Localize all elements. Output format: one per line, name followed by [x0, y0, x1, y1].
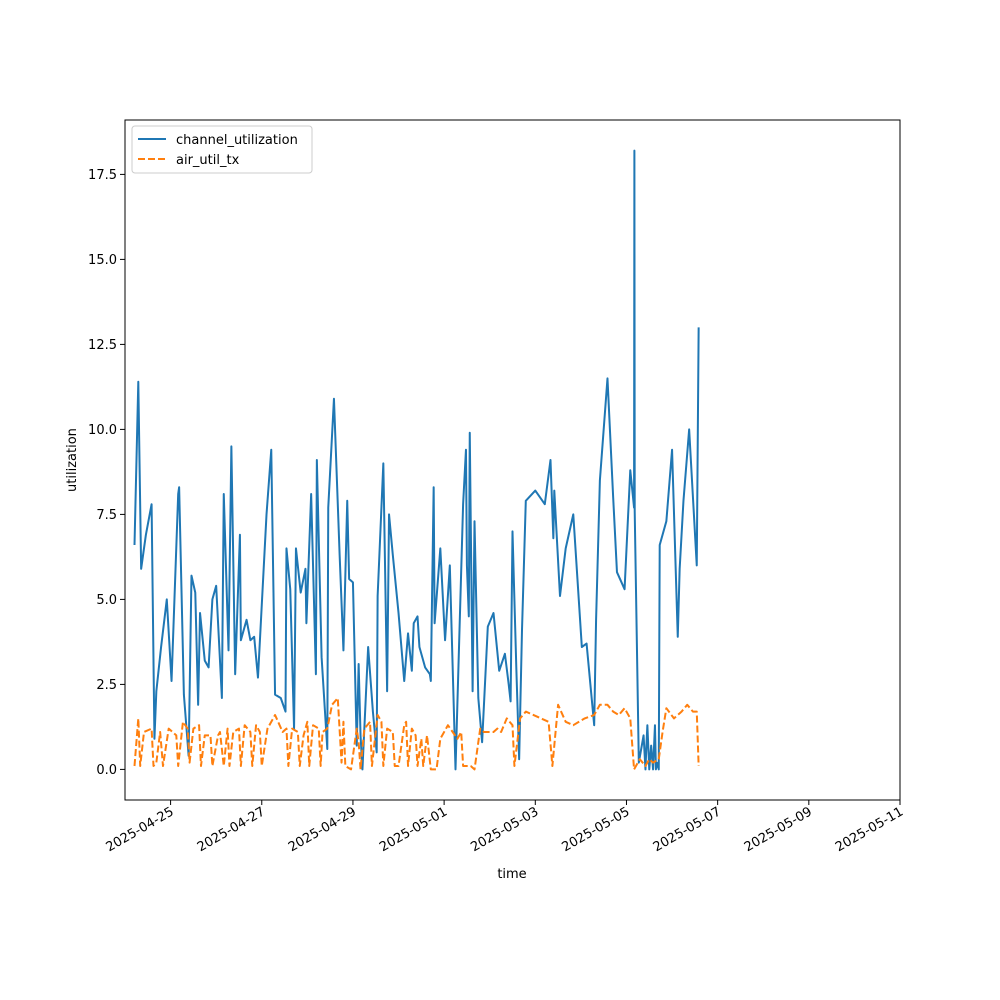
- y-tick-label: 10.0: [88, 423, 117, 438]
- y-axis-label: utilization: [65, 428, 80, 492]
- y-tick-label: 17.5: [88, 168, 117, 183]
- y-tick-label: 2.5: [96, 678, 117, 693]
- y-tick-label: 5.0: [96, 593, 117, 608]
- plot-frame: [124, 119, 901, 801]
- series-line-channel-utilization: [133, 149, 700, 771]
- legend-entry-channel-utilization: channel_utilization: [176, 133, 298, 148]
- series-line-air-util-tx: [133, 697, 700, 771]
- y-axis: 0.0 2.5 5.0 7.5 10.0 12.5 15.0 17.5: [88, 168, 125, 778]
- y-tick-label: 12.5: [88, 338, 117, 353]
- y-tick-label: 7.5: [96, 508, 117, 523]
- legend: channel_utilization air_util_tx: [131, 125, 313, 174]
- legend-box: [131, 125, 313, 174]
- y-tick-label: 15.0: [88, 253, 117, 268]
- y-tick-label: 0.0: [96, 763, 117, 778]
- x-axis-label: time: [497, 867, 526, 882]
- legend-entry-air-util-tx: air_util_tx: [176, 153, 240, 168]
- plot-lines: [133, 149, 700, 771]
